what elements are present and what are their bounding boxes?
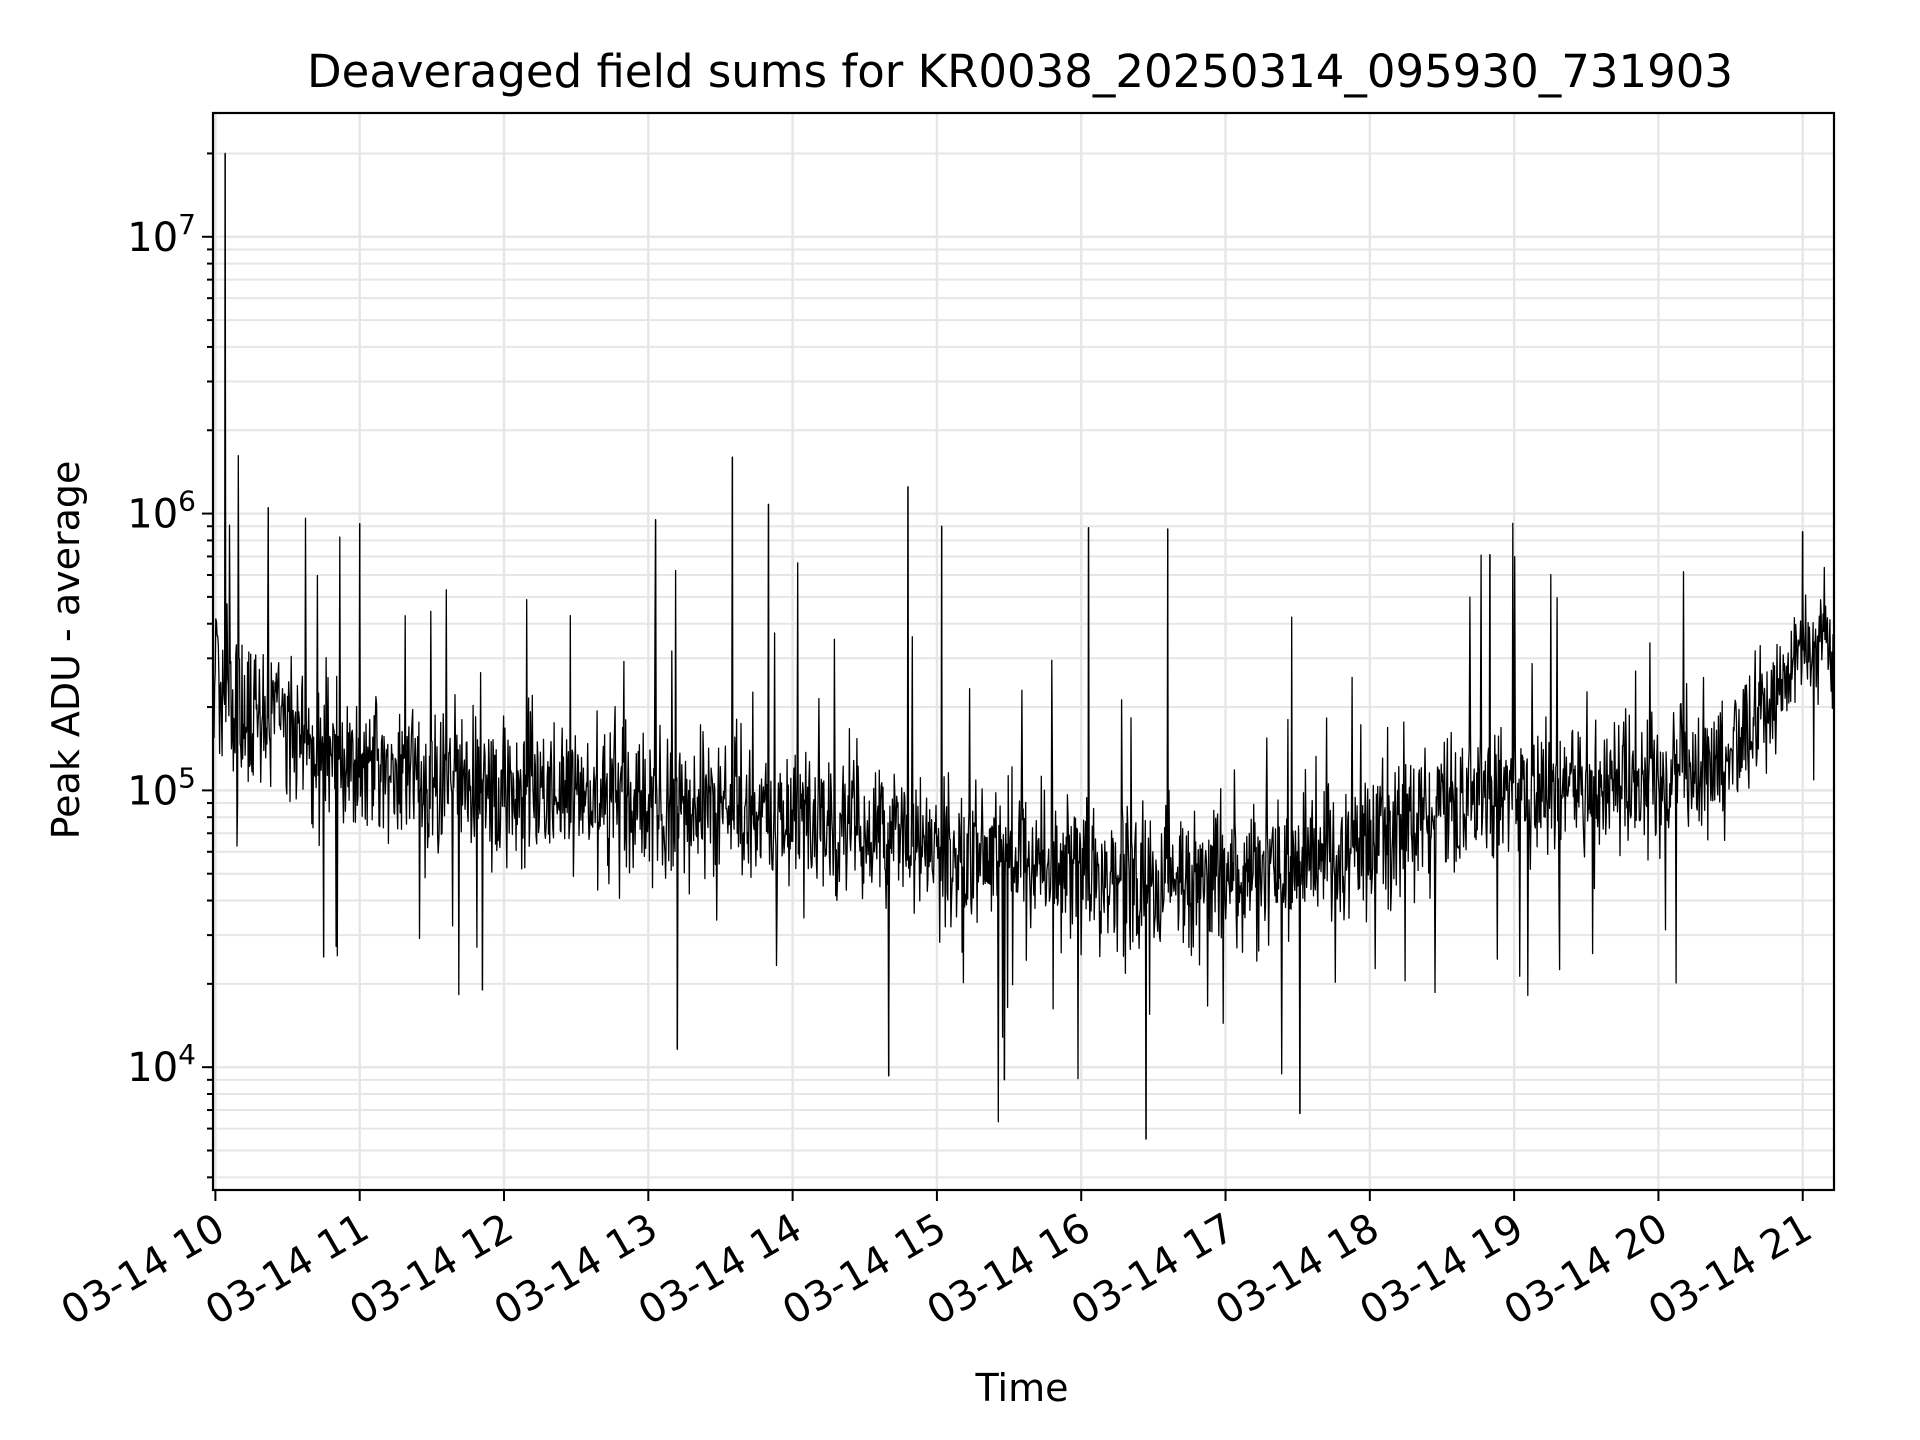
y-tick-label: 106 [127,485,196,538]
axis-ticks [202,152,1804,1201]
series-line [213,152,1834,1140]
y-tick-label: 105 [127,761,196,814]
x-axis-title: Time [975,1366,1069,1410]
x-tick-label: 03-14 12 [342,1205,521,1335]
plot-area [213,152,1834,1140]
x-tick-label: 03-14 13 [487,1205,666,1335]
x-tick-label: 03-14 10 [54,1205,233,1335]
x-tick-label: 03-14 16 [919,1205,1098,1335]
x-tick-label: 03-14 15 [775,1205,954,1335]
x-tick-label: 03-14 11 [198,1205,377,1335]
x-tick-label: 03-14 21 [1641,1205,1820,1335]
x-tick-label: 03-14 19 [1352,1205,1531,1335]
x-tick-label: 03-14 14 [631,1205,810,1335]
y-tick-labels: 104 105 106 107 [127,208,196,1091]
x-tick-label: 03-14 17 [1064,1205,1243,1335]
y-tick-label: 107 [127,208,196,261]
chart-title: Deaveraged field sums for KR0038_2025031… [307,45,1733,98]
y-axis-title: Peak ADU - average [44,461,88,840]
x-tick-label: 03-14 20 [1497,1205,1676,1335]
grid [213,113,1834,1190]
x-tick-label: 03-14 18 [1208,1205,1387,1335]
plot-frame [211,111,1836,1192]
y-tick-label: 104 [127,1038,196,1091]
